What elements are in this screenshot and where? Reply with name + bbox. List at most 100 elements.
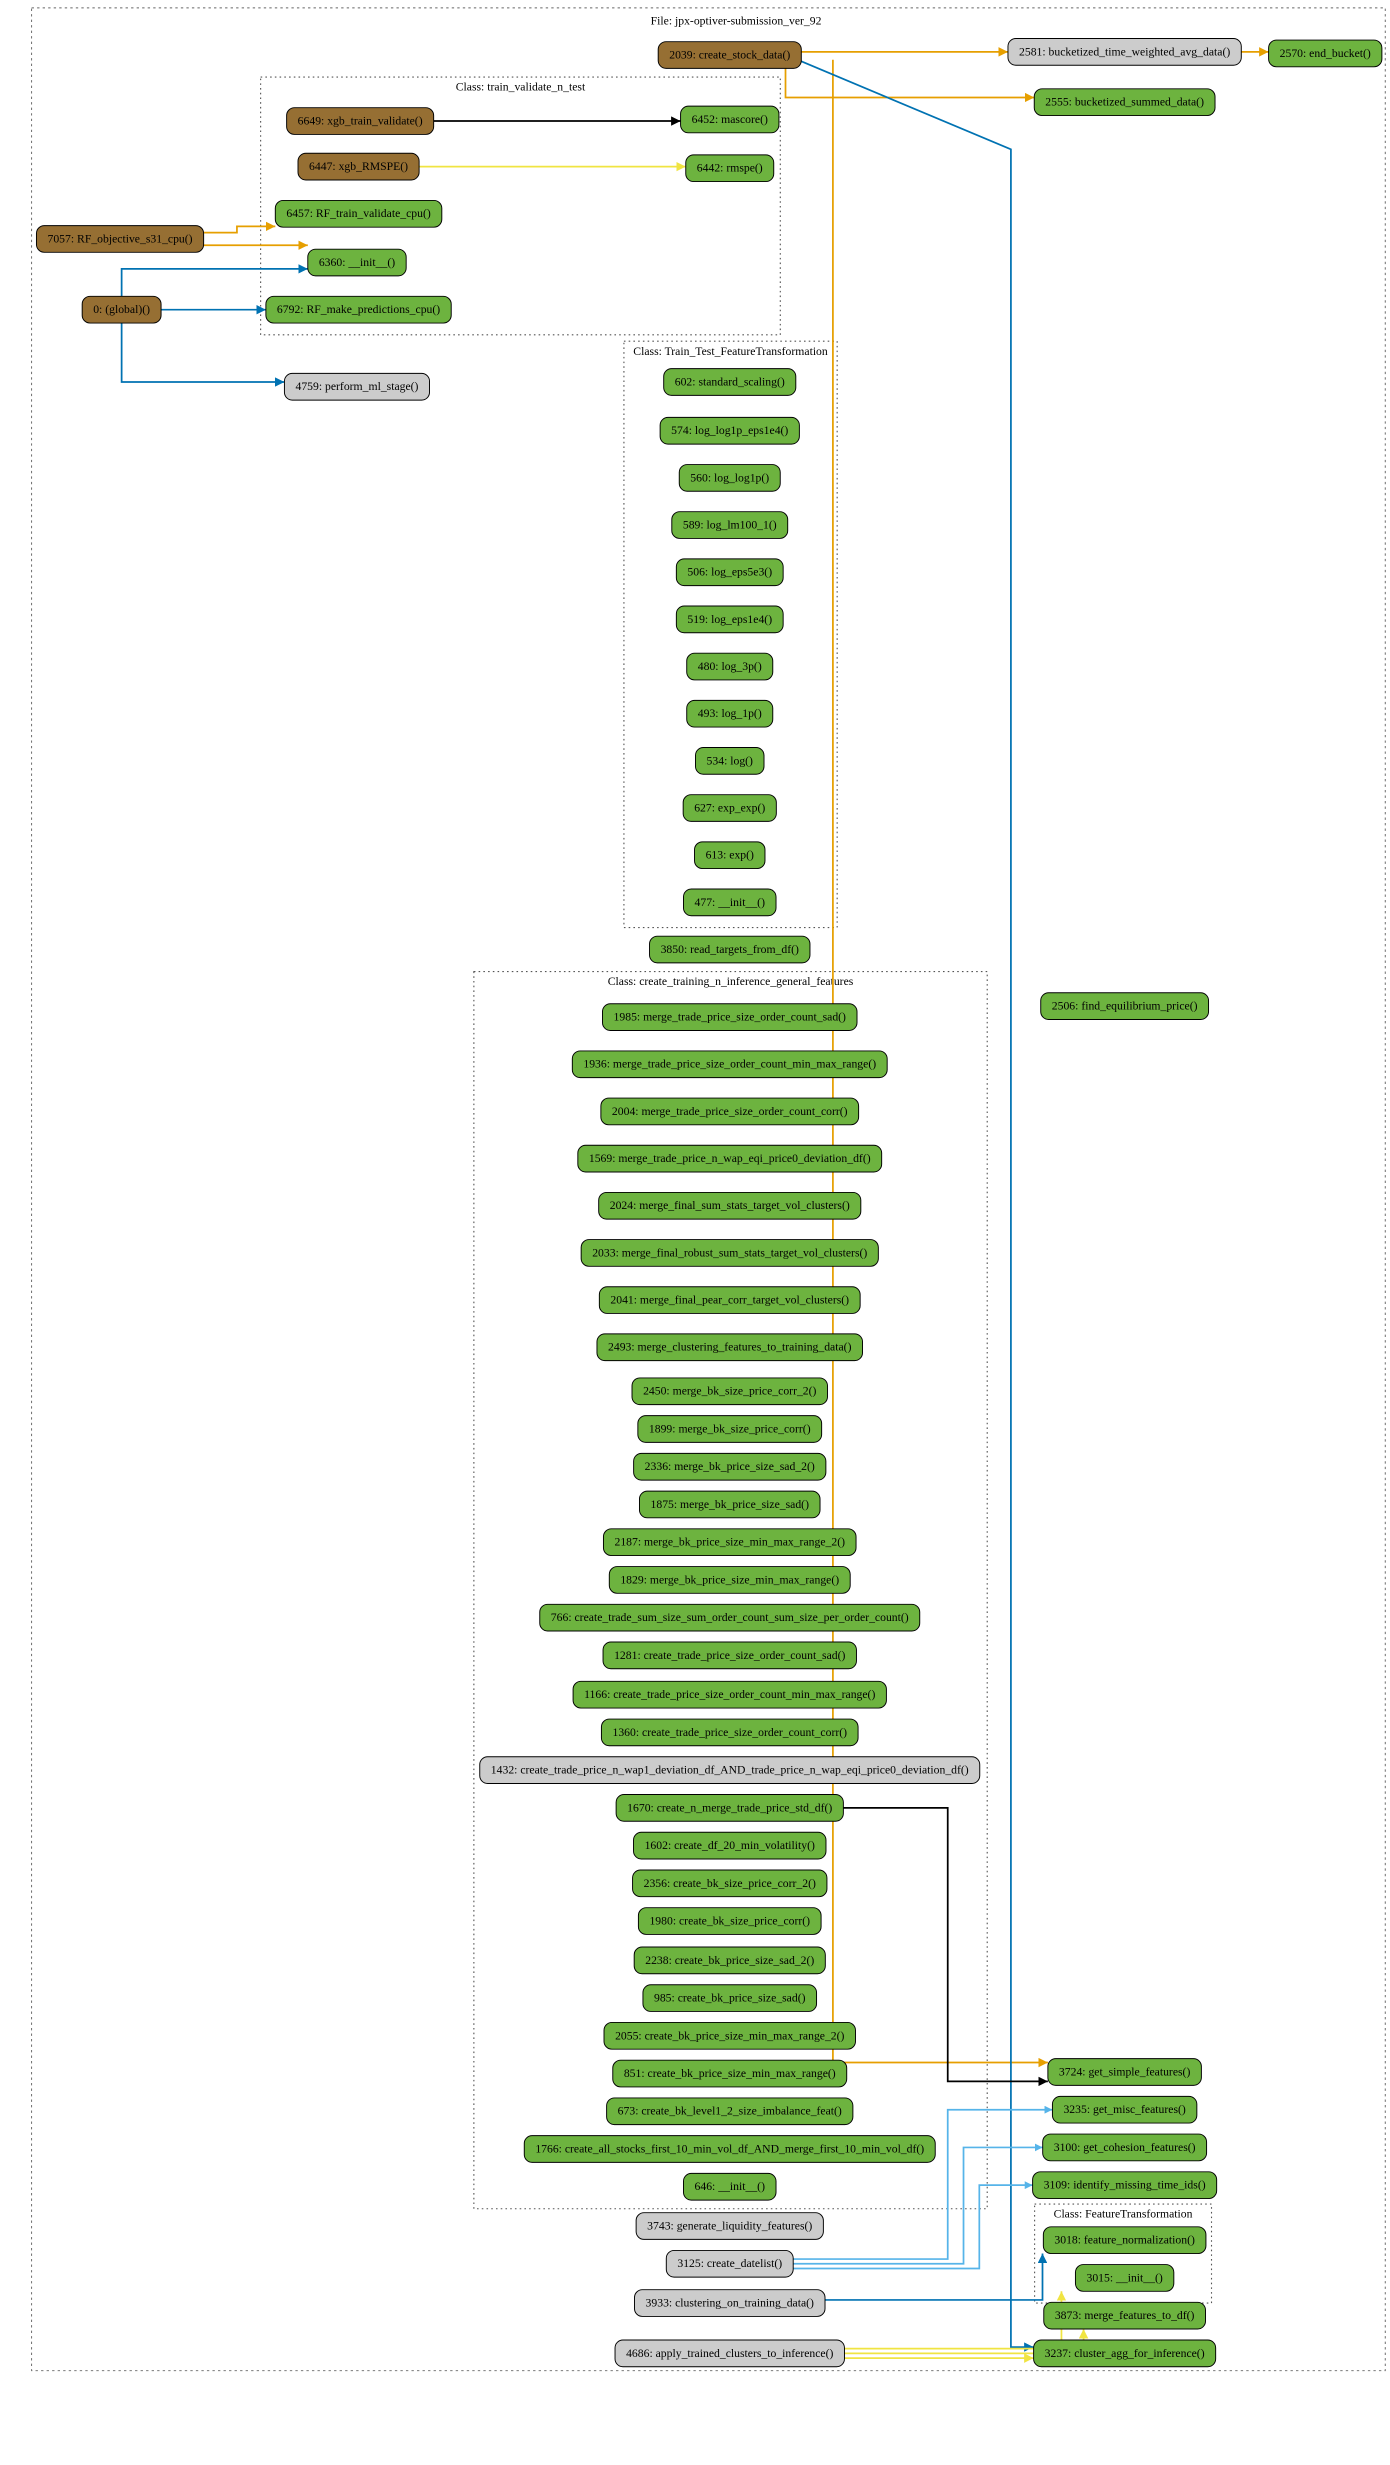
cluster-label: Class: FeatureTransformation [1054,2208,1193,2221]
function-node: 1281: create_trade_price_size_order_coun… [602,1641,857,1670]
node-label: 1899: merge_bk_size_price_corr() [649,1422,811,1435]
function-node: 2581: bucketized_time_weighted_avg_data(… [1007,38,1242,66]
node-label: 589: log_lm100_1() [683,519,777,532]
node-label: 1980: create_bk_size_price_corr() [649,1915,810,1928]
node-box [598,1191,862,1220]
node-box [602,1528,857,1557]
node-label: 2187: merge_bk_price_size_min_max_range_… [615,1536,846,1549]
node-label: 6447: xgb_RMSPE() [309,160,408,173]
call-edge [793,2143,1043,2265]
node-label: 3018: feature_normalization() [1054,2234,1195,2247]
function-node: 1829: merge_bk_price_size_min_max_range(… [608,1566,851,1594]
node-box [1042,2133,1208,2162]
node-box [657,41,802,69]
node-box [1043,2301,1206,2330]
function-node: 1899: merge_bk_size_price_corr() [637,1415,823,1443]
function-node: 4686: apply_trained_clusters_to_inferenc… [614,2339,845,2368]
function-node: 4759: perform_ml_stage() [283,372,430,401]
function-node: 2570: end_bucket() [1268,39,1383,68]
function-node: 0: (global)() [81,295,162,324]
node-label: 3743: generate_liquidity_features() [647,2220,812,2233]
node-label: 3873: merge_features_to_df() [1055,2309,1195,2322]
function-node: 589: log_lm100_1() [671,511,789,539]
node-box [637,1415,823,1443]
function-node: 646: __init__() [683,2172,777,2201]
node-box [637,1907,822,1935]
node-box [632,1869,828,1898]
node-box [685,154,775,183]
node-box [1032,2171,1218,2200]
node-box [665,2249,794,2278]
function-node: 1432: create_trade_price_n_wap1_deviatio… [479,1756,981,1784]
function-node: 3100: get_cohesion_features() [1042,2133,1208,2162]
node-box [675,558,784,587]
node-label: 673: create_bk_level1_2_size_imbalance_f… [618,2105,842,2118]
function-node: 1569: merge_trade_price_n_wap_eqi_price0… [577,1144,883,1173]
node-box [571,1050,888,1079]
node-box [606,2097,854,2126]
node-label: 480: log_3p() [698,660,762,673]
function-node: 1360: create_trade_price_size_order_coun… [600,1718,859,1747]
call-edge [203,221,276,234]
node-label: 2055: create_bk_price_size_min_max_range… [615,2029,844,2042]
file-title: File: jpx-optiver-submission_ver_92 [651,15,822,28]
function-node: 613: exp() [694,841,766,870]
node-label: 3237: cluster_agg_for_inference() [1045,2347,1205,2360]
node-label: 3100: get_cohesion_features() [1054,2141,1196,2154]
node-box [297,152,420,181]
cluster-label: Class: create_training_n_inference_gener… [608,975,854,988]
node-label: 1166: create_trade_price_size_order_coun… [584,1688,875,1701]
function-node: 6452: mascore() [680,105,780,134]
node-label: 506: log_eps5e3() [687,566,772,579]
function-node: 627: exp_exp() [682,794,777,822]
node-label: 6442: rmspe() [697,162,763,175]
node-label: 2356: create_bk_size_price_corr_2() [644,1877,816,1890]
function-node: 506: log_eps5e3() [675,558,784,587]
node-label: 1766: create_all_stocks_first_10_min_vol… [535,2142,924,2155]
node-box [671,511,789,539]
function-node: 477: __init__() [683,888,777,917]
function-node: 766: create_trade_sum_size_sum_order_cou… [539,1603,921,1632]
node-box [694,841,766,870]
node-box [649,935,811,964]
node-label: 3125: create_datelist() [677,2257,782,2270]
node-label: 3235: get_misc_features() [1063,2103,1185,2116]
node-label: 519: log_eps1e4() [687,613,772,626]
node-box [1040,992,1210,1020]
function-node: 1985: merge_trade_price_size_order_count… [602,1003,858,1031]
node-box [633,1946,826,1975]
node-box [635,2212,824,2240]
node-box [1268,39,1383,68]
function-node: 3125: create_datelist() [665,2249,794,2278]
node-label: 6360: __init__() [319,256,395,269]
function-node: 602: standard_scaling() [663,368,797,396]
function-node: 1936: merge_trade_price_size_order_count… [571,1050,888,1079]
node-box [1042,2226,1207,2255]
node-label: 2506: find_equilibrium_price() [1052,1000,1198,1013]
node-label: 602: standard_scaling() [675,375,785,388]
node-label: 560: log_log1p() [690,471,769,484]
node-box [634,2289,826,2317]
function-node: 2004: merge_trade_price_size_order_count… [600,1097,860,1126]
function-node: 2187: merge_bk_price_size_min_max_range_… [602,1528,857,1557]
function-node: 851: create_bk_price_size_min_max_range(… [612,2059,848,2088]
function-node: 6792: RF_make_predictions_cpu() [265,295,452,324]
function-node: 2336: merge_bk_price_size_sad_2() [633,1452,827,1481]
node-label: 2238: create_bk_price_size_sad_2() [645,1954,814,1967]
node-label: 7057: RF_objective_s31_cpu() [48,232,193,245]
function-node: 3015: __init__() [1074,2264,1175,2292]
node-label: 3933: clustering_on_training_data() [646,2297,815,2310]
node-label: 3850: read_targets_from_df() [661,943,799,956]
function-node: 3724: get_simple_features() [1047,2058,1202,2086]
function-node: 574: log_log1p_eps1e4() [659,416,800,445]
node-label: 851: create_bk_price_size_min_max_range(… [624,2067,836,2080]
function-node: 560: log_log1p() [678,464,781,492]
function-node: 6360: __init__() [307,248,407,277]
cluster-box [260,76,781,336]
function-node: 2055: create_bk_price_size_min_max_range… [603,2021,856,2050]
node-label: 1829: merge_bk_price_size_min_max_range(… [620,1573,839,1586]
file-frame [31,7,1386,2372]
function-node: 6457: RF_train_validate_cpu() [274,199,443,228]
node-box [603,2021,856,2050]
function-node: 1766: create_all_stocks_first_10_min_vol… [523,2135,936,2163]
